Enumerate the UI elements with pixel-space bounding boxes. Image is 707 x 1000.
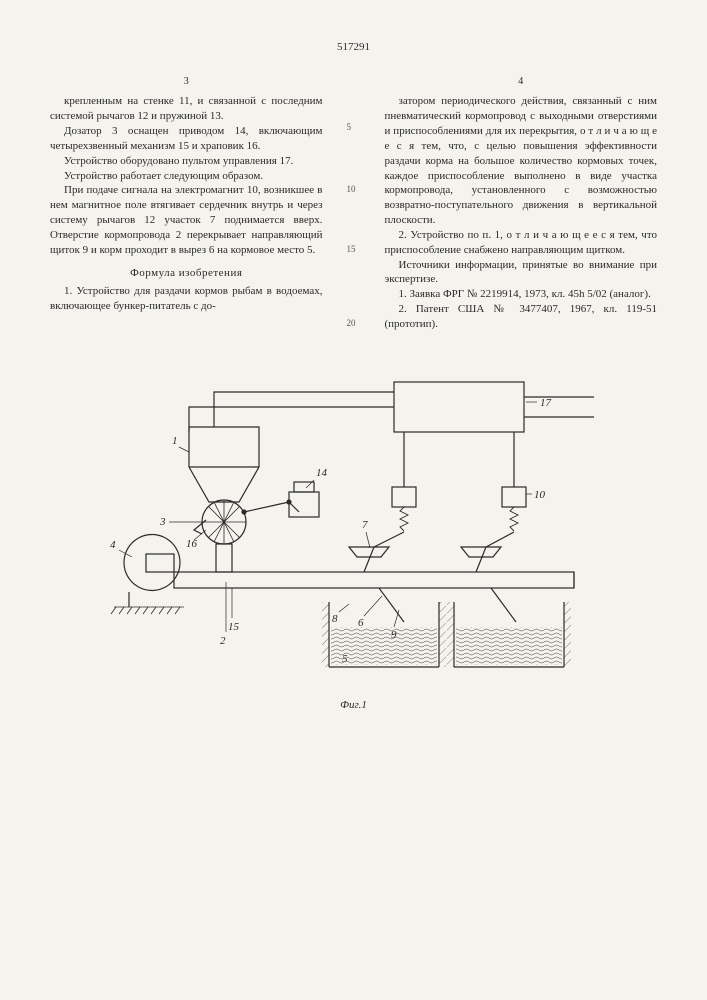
ref-label: 6	[358, 617, 364, 629]
patent-number: 517291	[50, 40, 657, 55]
ref-label: 5	[342, 653, 348, 665]
para: крепленным на стенке 11, и связанной с п…	[50, 94, 323, 124]
left-column: крепленным на стенке 11, и связанной с п…	[50, 94, 323, 314]
para: затором периодического действия, связанн…	[385, 94, 658, 228]
formula-title: Формула изобретения	[50, 266, 323, 281]
line-number: 15	[347, 243, 356, 255]
claim: 1. Устройство для раздачи кормов рыбам в…	[50, 284, 323, 314]
ref-label: 15	[228, 621, 240, 633]
ref-label: 3	[159, 516, 166, 528]
figure-1: 1 3 4 16 15 2 14 7 8 6 9 5 10 17 Фиг.1	[50, 372, 657, 713]
line-number-gutter: 5 10 15 20	[347, 75, 361, 332]
ref-label: 8	[332, 613, 338, 625]
source-ref: 1. Заявка ФРГ № 2219914, 1973, кл. 45h 5…	[385, 287, 658, 302]
left-col-number: 3	[50, 75, 323, 89]
figure-svg: 1 3 4 16 15 2 14 7 8 6 9 5 10 17	[94, 372, 614, 692]
para: Устройство работает следующим образом.	[50, 169, 323, 184]
right-col-number: 4	[385, 75, 658, 89]
ref-label: 7	[362, 519, 368, 531]
ref-label: 17	[540, 397, 552, 409]
ref-label: 4	[110, 539, 116, 551]
para: При подаче сигнала на электромагнит 10, …	[50, 183, 323, 257]
para: 2. Устройство по п. 1, о т л и ч а ю щ е…	[385, 228, 658, 258]
line-number: 20	[347, 317, 356, 329]
ref-label: 16	[186, 538, 198, 550]
ref-label: 10	[534, 489, 546, 501]
ref-label: 14	[316, 467, 328, 479]
sources-title: Источники информации, принятые во вниман…	[385, 258, 658, 288]
ref-label: 9	[391, 629, 397, 641]
line-number: 5	[347, 121, 352, 133]
source-ref: 2. Патент США № 3477407, 1967, кл. 119-5…	[385, 302, 658, 332]
ref-label: 1	[172, 435, 178, 447]
para: Устройство оборудовано пультом управлени…	[50, 154, 323, 169]
para: Дозатор 3 оснащен приводом 14, включающи…	[50, 124, 323, 154]
right-column: затором периодического действия, связанн…	[385, 94, 658, 332]
text-columns: 3 крепленным на стенке 11, и связанной с…	[50, 75, 657, 332]
ref-label: 2	[220, 635, 226, 647]
line-number: 10	[347, 183, 356, 195]
figure-caption: Фиг.1	[50, 698, 657, 713]
